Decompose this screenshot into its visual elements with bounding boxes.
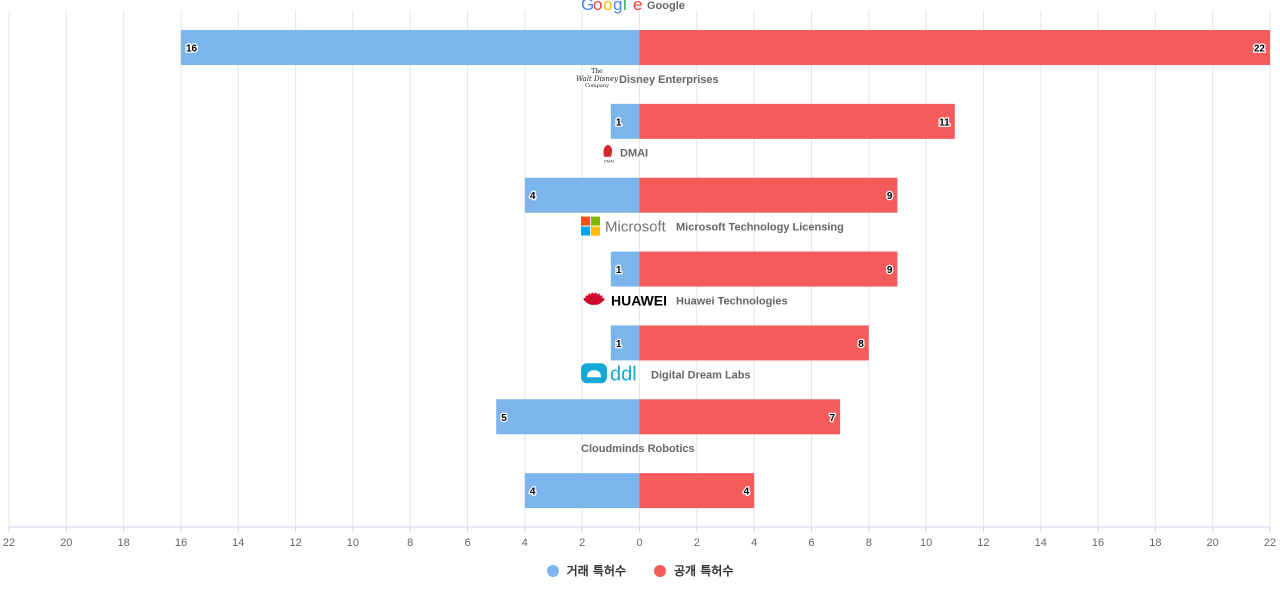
bar-published — [639, 30, 1270, 65]
x-tick-label: 18 — [1149, 537, 1161, 549]
x-tick-label: 12 — [289, 537, 301, 549]
huawei-logo: HUAWEI — [583, 292, 667, 308]
data-label-traded: 1 — [616, 265, 622, 276]
google-logo-letter: o — [593, 0, 602, 14]
microsoft-logo-text: Microsoft — [605, 219, 667, 236]
disney-logo-line: The — [591, 68, 603, 75]
data-label-published: 7 — [830, 413, 836, 424]
huawei-logo-text: HUAWEI — [611, 292, 667, 308]
x-tick-label: 16 — [175, 537, 187, 549]
disney-logo-line: Walt Disney — [576, 75, 619, 83]
ddl-logo-text: ddl — [610, 363, 637, 385]
x-tick-label: 18 — [118, 537, 130, 549]
x-tick-label: 22 — [3, 537, 15, 549]
bar-published — [639, 177, 898, 213]
microsoft-logo-square — [591, 226, 600, 236]
x-tick-label: 16 — [1092, 537, 1104, 549]
ddl-logo-cloud — [587, 370, 601, 378]
legend-dot-published — [654, 564, 666, 577]
data-label-traded: 16 — [186, 44, 198, 55]
x-tick-label: 10 — [347, 537, 359, 549]
bars: 16 221 114 91 91 85 74 4 — [180, 30, 1270, 509]
data-label-traded: 4 — [530, 487, 536, 498]
data-label-traded: 4 — [530, 191, 536, 202]
bar-traded — [610, 325, 640, 361]
microsoft-logo-square — [581, 216, 590, 226]
x-tick-label: 8 — [407, 537, 413, 549]
data-label-published: 9 — [887, 265, 893, 276]
bar-traded — [524, 473, 640, 509]
disney-logo-line: Company — [585, 83, 609, 89]
company-label: Google — [647, 0, 685, 12]
legend-item-published[interactable]: 공개 특허수 — [654, 562, 733, 579]
data-label-published: 8 — [858, 339, 864, 350]
x-tick-label: 4 — [751, 537, 757, 549]
microsoft-logo: Microsoft — [581, 216, 667, 236]
company-label: Microsoft Technology Licensing — [676, 222, 844, 234]
legend-item-traded[interactable]: 거래 특허수 — [546, 562, 626, 579]
dmai-logo: DMAI — [603, 144, 614, 164]
company-label: DMAI — [620, 148, 648, 160]
bar-published — [639, 325, 869, 361]
google-logo-letter: o — [603, 0, 612, 14]
google-logo-letter: e — [633, 0, 642, 14]
legend: 거래 특허수 공개 특허수 — [0, 562, 1280, 579]
google-logo: Go o g l e — [581, 0, 642, 14]
x-tick-label: 2 — [579, 537, 585, 549]
legend-label-published: 공개 특허수 — [674, 564, 734, 578]
microsoft-logo-square — [591, 216, 600, 226]
company-label: Cloudminds Robotics — [581, 443, 695, 455]
x-tick-label: 6 — [808, 537, 814, 549]
huawei-logo-petal — [593, 297, 605, 305]
company-label: Disney Enterprises — [619, 74, 719, 86]
bar-traded — [610, 103, 640, 139]
ddl-logo: ddl — [581, 363, 637, 385]
x-tick-label: 14 — [1035, 537, 1047, 549]
x-tick-label: 4 — [522, 537, 528, 549]
x-tick-label: 0 — [636, 537, 642, 549]
data-label-traded: 1 — [616, 117, 622, 128]
google-logo-letter: G — [581, 0, 594, 14]
data-label-published: 9 — [887, 191, 893, 202]
bar-traded — [524, 177, 640, 213]
x-tick-label: 12 — [977, 537, 989, 549]
bar-traded — [496, 399, 640, 435]
data-label-published: 4 — [744, 487, 750, 498]
microsoft-logo-square — [581, 226, 590, 236]
company-label: Digital Dream Labs — [651, 369, 751, 381]
x-tick-label: 2 — [694, 537, 700, 549]
bar-traded — [180, 30, 640, 65]
company-label: Huawei Technologies — [676, 295, 788, 307]
google-logo-letter: g — [613, 0, 622, 14]
x-tick-label: 20 — [1207, 537, 1219, 549]
legend-dot-traded — [546, 564, 559, 577]
x-tick-label: 8 — [866, 537, 872, 549]
legend-label-traded: 거래 특허수 — [566, 564, 626, 578]
x-tick-label: 14 — [232, 537, 244, 549]
x-tick-label: 10 — [920, 537, 932, 549]
x-tick-label: 22 — [1264, 537, 1276, 549]
data-label-published: 11 — [939, 117, 950, 128]
bar-published — [639, 473, 755, 509]
dmai-logo-text: DMAI — [604, 159, 614, 164]
bar-published — [639, 399, 841, 435]
data-label-traded: 5 — [501, 413, 507, 424]
bar-published — [639, 103, 955, 139]
bar-published — [639, 251, 898, 287]
dmai-logo-mark — [603, 144, 612, 157]
x-tick-label: 20 — [60, 537, 72, 549]
x-axis: 22 20 18 16 14 12 10 8 6 4 2 0 2 4 6 8 10 12 14 16 18 20 22 — [3, 526, 1276, 549]
data-label-published: 22 — [1254, 44, 1266, 55]
data-label-traded: 1 — [616, 339, 622, 350]
google-logo-letter: l — [623, 0, 627, 14]
bar-traded — [610, 251, 640, 287]
x-tick-label: 6 — [464, 537, 470, 549]
